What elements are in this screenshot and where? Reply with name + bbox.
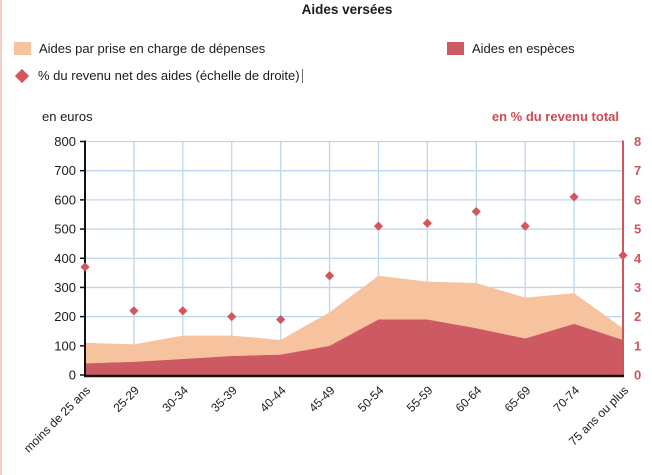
svg-text:50-54: 50-54 — [355, 383, 387, 415]
legend-especes-label: Aides en espèces — [472, 41, 575, 56]
area-depenses — [85, 275, 623, 364]
legend-pct-label: % du revenu net des aides (échelle de dr… — [38, 68, 300, 83]
svg-text:25-29: 25-29 — [110, 383, 142, 415]
svg-text:800: 800 — [54, 134, 76, 149]
svg-text:60-64: 60-64 — [453, 383, 485, 415]
svg-text:30-34: 30-34 — [159, 383, 191, 415]
svg-text:0: 0 — [69, 368, 76, 383]
svg-text:45-49: 45-49 — [306, 383, 338, 415]
left-axis-ticks: 0 100 200 300 400 500 600 700 800 — [54, 134, 85, 383]
svg-text:100: 100 — [54, 338, 76, 353]
svg-text:200: 200 — [54, 309, 76, 324]
right-axis-ticks: 0 1 2 3 4 5 6 7 8 — [634, 134, 642, 383]
especes-swatch-icon — [447, 42, 464, 55]
legend-depenses-label: Aides par prise en charge de dépenses — [39, 41, 266, 56]
svg-text:6: 6 — [634, 192, 641, 207]
svg-text:2: 2 — [634, 309, 641, 324]
depenses-swatch-icon — [14, 42, 31, 55]
legend-item-pct: % du revenu net des aides (échelle de dr… — [14, 68, 303, 83]
svg-text:55-59: 55-59 — [404, 383, 436, 415]
window-left-edge — [0, 0, 2, 475]
svg-text:7: 7 — [634, 163, 641, 178]
svg-text:1: 1 — [634, 338, 641, 353]
legend-item-depenses: Aides par prise en charge de dépenses — [14, 41, 265, 56]
svg-text:8: 8 — [634, 134, 641, 149]
svg-text:65-69: 65-69 — [502, 383, 534, 415]
legend-row-2: % du revenu net des aides (échelle de dr… — [0, 68, 652, 84]
svg-text:4: 4 — [634, 251, 642, 266]
svg-text:500: 500 — [54, 222, 76, 237]
legend-item-especes: Aides en espèces — [447, 41, 575, 56]
svg-text:35-39: 35-39 — [208, 383, 240, 415]
svg-text:3: 3 — [634, 280, 641, 295]
x-axis-labels: moins de 25 ans 25-29 30-34 35-39 40-44 45-49… — [21, 383, 631, 455]
svg-text:300: 300 — [54, 280, 76, 295]
right-axis-title: en % du revenu total — [491, 109, 619, 124]
svg-text:moins de 25 ans: moins de 25 ans — [21, 383, 93, 455]
legend-row-1: Aides par prise en charge de dépenses Ai… — [0, 41, 652, 57]
svg-text:5: 5 — [634, 222, 641, 237]
pct-markers — [80, 192, 628, 325]
text-caret[interactable] — [301, 68, 303, 83]
chart-title: Aides versées — [301, 2, 393, 17]
svg-text:0: 0 — [634, 368, 641, 383]
svg-text:700: 700 — [54, 163, 76, 178]
svg-text:400: 400 — [54, 251, 76, 266]
left-axis-title: en euros — [42, 109, 93, 124]
area-especes — [85, 319, 623, 375]
svg-text:600: 600 — [54, 192, 76, 207]
svg-text:70-74: 70-74 — [551, 383, 583, 415]
svg-text:40-44: 40-44 — [257, 383, 289, 415]
